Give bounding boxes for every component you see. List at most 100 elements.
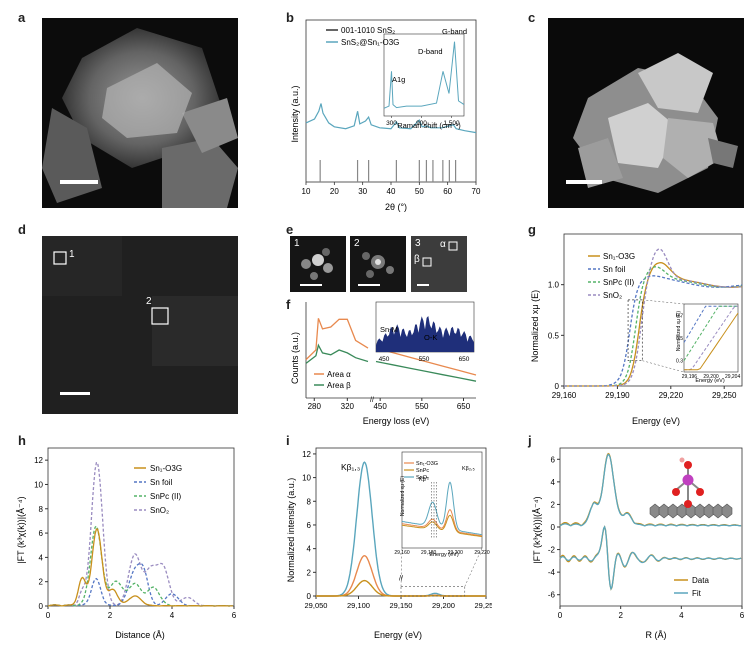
h-ytick-label: 4 <box>39 553 44 562</box>
h-series-sno2 <box>47 462 233 607</box>
chart-f: 280 320 450 550 650//450 550 650 Counts (a.u.)… <box>290 301 477 426</box>
chart-h: 0 2 4 6 0 2 4 6 8 10 12 |FT (k³χ(k))|(Å⁻⁴) Distanc… <box>16 447 237 640</box>
j-tin-atom <box>682 474 694 486</box>
panel-e-tile-2: 2 <box>350 236 406 292</box>
g-inset-series <box>684 312 739 371</box>
panel-label-h: h <box>18 433 26 448</box>
i-inset-xtick-label: 29,160 <box>394 550 410 556</box>
g-xtick-label: 29,190 <box>605 391 630 400</box>
f-inset-xtick-label: 650 <box>459 356 470 363</box>
j-hydrogen-atom <box>679 457 685 463</box>
chart-b: 10 20 30 40 50 60 70 300 900 1,500 Intensity (a.u… <box>290 19 481 212</box>
f-xtick-label: 280 <box>308 402 322 411</box>
b-raman-series <box>383 41 465 109</box>
g-series-sno2 <box>564 248 743 387</box>
chart-g: 29,160 29,190 29,220 29,250 0 0.5 1.0 29,196 29,… <box>530 233 743 426</box>
g-inset-ytick-label: 0.5 <box>676 336 683 342</box>
j-axes-frame <box>559 447 743 607</box>
i-inset-xtick-label: 29,180 <box>421 550 437 556</box>
f-snm: Sn-M <box>380 325 398 334</box>
panel-label-i: i <box>286 433 290 448</box>
b-xtick-label: 20 <box>330 187 339 196</box>
panel-e-tile3-label: 3 <box>415 238 421 249</box>
i-ytick-label: 8 <box>307 497 312 506</box>
f-xtick-label: 320 <box>341 402 355 411</box>
j-graphene-hexagon <box>649 503 661 519</box>
j-xtick-label: 6 <box>740 611 745 620</box>
i-ylabel: Normalized intensity (a.u.) <box>286 478 296 583</box>
j-legend-1: Data <box>692 576 709 585</box>
b-legend-2: SnS₂@Sn₁-O3G <box>341 38 399 47</box>
j-xtick-label: 0 <box>558 611 563 620</box>
g-legend-2: Sn foil <box>603 265 625 274</box>
b-dband: D-band <box>418 47 443 56</box>
h-legend-2: Sn foil <box>150 478 172 487</box>
i-legend-1: Sn₁-O3G <box>416 461 438 467</box>
f-legend-2: Area β <box>327 381 351 390</box>
j-graphene-hexagon <box>667 503 679 519</box>
panel-label-g: g <box>528 222 536 237</box>
j-ytick-label: -6 <box>548 591 556 600</box>
h-series-sn1-o3g <box>47 528 233 607</box>
panel-label-a: a <box>18 10 26 25</box>
g-ytick-label: 1.0 <box>548 281 560 290</box>
g-zoom-connector <box>642 360 685 373</box>
panel-label-e: e <box>286 222 294 237</box>
i-zoom-box <box>400 586 466 597</box>
i-inset-ylabel: Normalized xμ (E) <box>400 476 406 516</box>
f-tail-2 <box>375 360 477 382</box>
i-break-mark: // <box>399 576 403 583</box>
h-xlabel: Distance (Å) <box>115 630 165 640</box>
f-legend-1: Area α <box>327 370 351 379</box>
panel-d-marker-1: 1 <box>69 249 75 260</box>
b-inset-xtick-label: 900 <box>416 120 427 127</box>
h-ytick-label: 12 <box>34 456 43 465</box>
h-xtick-label: 6 <box>232 611 237 620</box>
j-xlabel: R (Å) <box>646 630 667 640</box>
j-legend-2: Fit <box>692 589 702 598</box>
g-ytick-label: 0.5 <box>548 331 560 340</box>
i-xtick-label: 29,050 <box>305 601 328 610</box>
panel-c-tem-image <box>548 18 744 208</box>
i-ytick-label: 6 <box>307 521 312 530</box>
b-xtick-label: 40 <box>387 187 396 196</box>
h-xtick-label: 4 <box>170 611 175 620</box>
j-fit-imaginary <box>559 525 742 591</box>
i-ytick-label: 12 <box>302 450 311 459</box>
f-series-2 <box>305 343 369 364</box>
g-inset-xtick-label: 29,200 <box>703 374 719 380</box>
j-ytick-label: 4 <box>551 478 556 487</box>
g-inset-series <box>683 305 738 343</box>
panel-e-tile-3: 3 α β <box>411 236 467 292</box>
i-kb13: Kβ₁,₃ <box>341 462 360 472</box>
i-ytick-label: 0 <box>307 592 312 601</box>
i-legend-3: SnO₂ <box>416 475 429 481</box>
j-fit-magnitude <box>559 453 742 527</box>
f-tail-1 <box>375 347 477 376</box>
j-graphene-hexagon <box>658 503 670 519</box>
h-ytick-label: 10 <box>34 480 43 489</box>
panel-d-marker-2: 2 <box>146 296 152 307</box>
f-xlabel: Energy loss (eV) <box>363 416 430 426</box>
g-series-sn1-o3g <box>564 261 743 387</box>
f-axis-break: // <box>370 397 374 404</box>
f-inset-xtick-label: 450 <box>379 356 390 363</box>
i-inset-sno2 <box>401 481 483 536</box>
i-xlabel: Energy (eV) <box>374 630 422 640</box>
h-legend-3: SnPc (II) <box>150 492 181 501</box>
h-legend-1: Sn₁-O3G <box>150 464 182 473</box>
j-oxygen-atom <box>672 488 680 496</box>
g-inset-xlabel: Energy (eV) <box>695 378 725 384</box>
i-kb25: Kβ₂,₅ <box>462 466 475 472</box>
panel-label-b: b <box>286 10 294 25</box>
g-ytick-label: 0 <box>555 382 560 391</box>
h-series-snpc <box>47 525 233 607</box>
b-xlabel: 2θ (°) <box>385 202 407 212</box>
g-legend-3: SnPc (II) <box>603 278 634 287</box>
f-ok: O-K <box>424 333 437 342</box>
b-xtick-label: 50 <box>415 187 424 196</box>
j-ytick-label: -2 <box>548 546 556 555</box>
i-zoom-connector <box>464 547 483 587</box>
f-xtick-label: 550 <box>415 402 429 411</box>
